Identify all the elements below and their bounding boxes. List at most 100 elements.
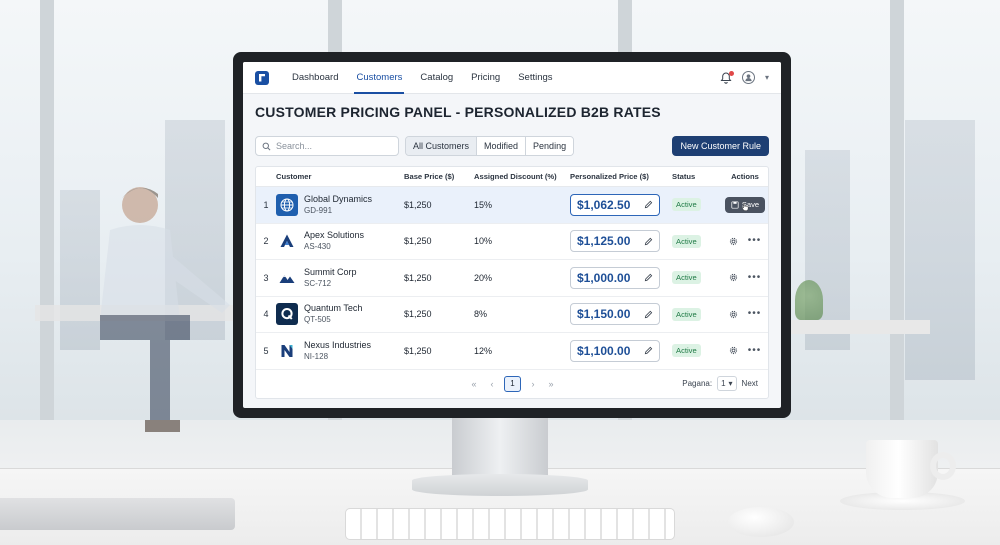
actions-cell: •••: [722, 344, 768, 356]
status-badge: Active: [672, 271, 701, 285]
gear-icon[interactable]: [729, 273, 738, 282]
assigned-discount: 15%: [474, 199, 493, 210]
chevron-down-icon: ▾: [728, 379, 733, 388]
status-cell: Active: [672, 198, 722, 212]
filter-pending[interactable]: Pending: [526, 137, 574, 155]
filter-all-customers[interactable]: All Customers: [406, 137, 478, 155]
mountain-icon: [276, 266, 298, 289]
pencil-icon[interactable]: [644, 200, 653, 209]
nav-dashboard[interactable]: Dashboard: [292, 72, 339, 83]
nav-pricing[interactable]: Pricing: [471, 72, 501, 83]
page-title: CUSTOMER PRICING PANEL - PERSONALIZED B2…: [255, 104, 661, 120]
status-cell: Active: [672, 234, 722, 248]
filter-modified[interactable]: Modified: [477, 137, 527, 155]
city-building: [60, 190, 100, 350]
status-badge: Active: [672, 344, 701, 358]
base-price: $1,250: [404, 309, 432, 320]
assigned-discount: 8%: [474, 309, 488, 320]
bell-icon[interactable]: [720, 70, 734, 84]
nav-settings[interactable]: Settings: [518, 72, 553, 83]
base-price: $1,250: [404, 272, 432, 283]
price-value: $1,150.00: [577, 307, 631, 322]
more-options-icon[interactable]: •••: [747, 271, 762, 283]
saucer: [840, 492, 965, 510]
next-page-icon[interactable]: ›: [531, 378, 535, 389]
globe-icon: [276, 193, 298, 216]
base-price: $1,250: [404, 236, 432, 247]
assigned-discount: 10%: [474, 236, 493, 247]
save-button[interactable]: Save: [724, 196, 766, 213]
table-row[interactable]: 4 Quantum Tech QT-505 $1,250 8%: [256, 297, 768, 333]
nav-catalog[interactable]: Catalog: [420, 72, 454, 83]
monitor-stand-base: [412, 474, 588, 496]
customer-code: GD-991: [304, 205, 333, 215]
personalized-price-cell: $1,125.00: [570, 230, 672, 253]
customer-code: SC-712: [304, 278, 332, 288]
more-options-icon[interactable]: •••: [747, 235, 762, 247]
header-actions: Actions: [731, 172, 759, 181]
pencil-icon[interactable]: [644, 237, 653, 246]
chevron-down-icon[interactable]: ▾: [764, 73, 769, 82]
table-row[interactable]: 5 Nexus Industries NI-128 $1,250 12%: [256, 333, 768, 370]
main-nav: Dashboard Customers Catalog Pricing Sett…: [285, 62, 564, 94]
personalized-price-field[interactable]: $1,125.00: [570, 230, 660, 253]
coffee-cup: [866, 440, 938, 498]
customer-name: Global Dynamics: [304, 193, 373, 204]
customer-cell: Summit Corp SC-712: [276, 266, 404, 289]
per-page-select[interactable]: 1 ▾: [717, 376, 737, 391]
page-number-button[interactable]: 1: [504, 375, 521, 392]
assigned-discount: 12%: [474, 345, 493, 356]
personalized-price-field[interactable]: $1,100.00: [570, 339, 660, 362]
pencil-icon[interactable]: [644, 273, 653, 282]
last-page-icon[interactable]: »: [548, 378, 554, 389]
personalized-price-field[interactable]: $1,150.00: [570, 303, 660, 326]
customer-code: AS-430: [304, 242, 331, 252]
nav-customers[interactable]: Customers: [349, 62, 409, 94]
floppy-disk-icon: [731, 201, 739, 209]
pencil-icon[interactable]: [644, 346, 653, 355]
gear-icon[interactable]: [729, 346, 738, 355]
more-options-icon[interactable]: •••: [747, 308, 762, 320]
price-value: $1,125.00: [577, 234, 631, 249]
q-letter-icon: [276, 303, 298, 326]
more-options-icon[interactable]: •••: [747, 344, 762, 356]
personalized-price-field[interactable]: $1,062.50: [570, 193, 660, 216]
customer-cell: Global Dynamics GD-991: [276, 193, 404, 216]
customer-name: Nexus Industries: [304, 339, 372, 350]
gear-icon[interactable]: [729, 237, 738, 246]
search-icon: [262, 142, 271, 150]
personalized-price-cell: $1,000.00: [570, 266, 672, 289]
new-customer-rule-button[interactable]: New Customer Rule: [672, 136, 769, 156]
search-input[interactable]: Search...: [255, 136, 399, 156]
header-personalized-price: Personalized Price ($): [570, 172, 649, 181]
status-badge: Active: [672, 198, 701, 212]
pricing-table: Customer Base Price ($) Assigned Discoun…: [255, 166, 769, 399]
customer-cell: Nexus Industries NI-128: [276, 339, 404, 362]
keyboard: [345, 508, 675, 540]
pencil-icon[interactable]: [644, 310, 653, 319]
personalized-price-cell: $1,150.00: [570, 303, 672, 326]
row-number: 3: [263, 272, 269, 283]
app-logo-icon[interactable]: [255, 70, 269, 85]
gear-icon[interactable]: [729, 310, 738, 319]
page-controls: « ‹ 1 › »: [468, 375, 557, 392]
actions-cell: •••: [722, 308, 768, 320]
filter-segment: All Customers Modified Pending: [405, 136, 575, 156]
monitor: Dashboard Customers Catalog Pricing Sett…: [233, 52, 791, 418]
actions-cell: •••: [722, 235, 768, 247]
prev-page-icon[interactable]: ‹: [490, 378, 494, 389]
city-building: [905, 120, 975, 380]
personalized-price-cell: $1,062.50: [570, 193, 672, 216]
next-button[interactable]: Next: [741, 379, 758, 388]
customer-code: NI-128: [304, 351, 329, 361]
coffee-cup-handle: [930, 452, 956, 480]
table-row[interactable]: 3 Summit Corp SC-712 $1,250 20%: [256, 260, 768, 297]
personalized-price-field[interactable]: $1,000.00: [570, 266, 660, 289]
table-row[interactable]: 1 Global Dynamics GD-991 $1,250 15%: [256, 187, 768, 224]
pagination-bar: « ‹ 1 › » Pagana: 1 ▾ Next: [256, 370, 768, 398]
user-avatar-icon[interactable]: [741, 71, 755, 84]
first-page-icon[interactable]: «: [471, 378, 477, 389]
table-row[interactable]: 2 Apex Solutions AS-430 $1,250 10%: [256, 224, 768, 260]
price-value: $1,062.50: [577, 197, 631, 212]
apex-triangle-icon: [276, 230, 298, 253]
